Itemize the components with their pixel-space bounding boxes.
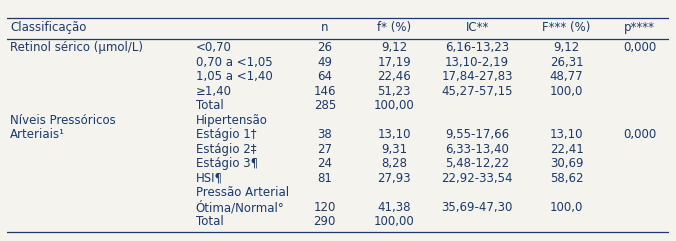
Text: Níveis Pressóricos: Níveis Pressóricos bbox=[10, 114, 116, 127]
Text: 9,31: 9,31 bbox=[381, 143, 408, 156]
Text: 30,69: 30,69 bbox=[550, 157, 583, 170]
Text: 58,62: 58,62 bbox=[550, 172, 583, 185]
Text: F*** (%): F*** (%) bbox=[542, 21, 591, 34]
Text: 22,46: 22,46 bbox=[377, 70, 411, 83]
Text: 1,05 a <1,40: 1,05 a <1,40 bbox=[195, 70, 272, 83]
Text: 51,23: 51,23 bbox=[378, 85, 411, 98]
Text: 38: 38 bbox=[317, 128, 332, 141]
Text: 290: 290 bbox=[314, 215, 336, 228]
Text: HSI¶: HSI¶ bbox=[195, 172, 222, 185]
Text: Total: Total bbox=[195, 215, 223, 228]
Text: 81: 81 bbox=[317, 172, 332, 185]
Text: 27: 27 bbox=[317, 143, 332, 156]
Text: IC**: IC** bbox=[466, 21, 489, 34]
Text: 48,77: 48,77 bbox=[550, 70, 583, 83]
Text: 9,12: 9,12 bbox=[554, 41, 580, 54]
Text: 13,10: 13,10 bbox=[378, 128, 411, 141]
Text: 24: 24 bbox=[317, 157, 332, 170]
Text: 45,27-57,15: 45,27-57,15 bbox=[441, 85, 513, 98]
Text: 9,12: 9,12 bbox=[381, 41, 408, 54]
Text: 146: 146 bbox=[314, 85, 336, 98]
Text: Retinol sérico (μmol/L): Retinol sérico (μmol/L) bbox=[10, 41, 143, 54]
Text: 0,000: 0,000 bbox=[623, 128, 656, 141]
Text: Arteriais¹: Arteriais¹ bbox=[10, 128, 65, 141]
Text: 49: 49 bbox=[317, 55, 332, 68]
Text: 22,92-33,54: 22,92-33,54 bbox=[441, 172, 513, 185]
Text: 0,000: 0,000 bbox=[623, 41, 656, 54]
Text: 100,00: 100,00 bbox=[374, 215, 414, 228]
Text: 35,69-47,30: 35,69-47,30 bbox=[441, 201, 513, 214]
Text: 100,00: 100,00 bbox=[374, 99, 414, 112]
Text: 8,28: 8,28 bbox=[381, 157, 408, 170]
Text: 13,10-2,19: 13,10-2,19 bbox=[445, 55, 509, 68]
Text: 13,10: 13,10 bbox=[550, 128, 583, 141]
Text: 17,84-27,83: 17,84-27,83 bbox=[441, 70, 513, 83]
Text: 26: 26 bbox=[317, 41, 332, 54]
Text: 22,41: 22,41 bbox=[550, 143, 583, 156]
Text: 9,55-17,66: 9,55-17,66 bbox=[445, 128, 509, 141]
Text: 100,0: 100,0 bbox=[550, 85, 583, 98]
Text: p****: p**** bbox=[624, 21, 655, 34]
Text: Hipertensão: Hipertensão bbox=[195, 114, 268, 127]
Text: Estágio 3¶: Estágio 3¶ bbox=[195, 157, 258, 170]
Text: 5,48-12,22: 5,48-12,22 bbox=[445, 157, 509, 170]
Text: 100,0: 100,0 bbox=[550, 201, 583, 214]
Text: n: n bbox=[321, 21, 329, 34]
Text: 6,16-13,23: 6,16-13,23 bbox=[445, 41, 509, 54]
Text: Classificação: Classificação bbox=[10, 21, 87, 34]
Text: ≥1,40: ≥1,40 bbox=[195, 85, 232, 98]
Text: 27,93: 27,93 bbox=[377, 172, 411, 185]
Text: 41,38: 41,38 bbox=[378, 201, 411, 214]
Text: f* (%): f* (%) bbox=[377, 21, 412, 34]
Text: 120: 120 bbox=[314, 201, 336, 214]
Text: 26,31: 26,31 bbox=[550, 55, 583, 68]
Text: 17,19: 17,19 bbox=[377, 55, 411, 68]
Text: Estágio 1†: Estágio 1† bbox=[195, 128, 256, 141]
Text: 0,70 a <1,05: 0,70 a <1,05 bbox=[195, 55, 272, 68]
Text: 6,33-13,40: 6,33-13,40 bbox=[445, 143, 509, 156]
Text: Estágio 2‡: Estágio 2‡ bbox=[195, 143, 256, 156]
Text: <0,70: <0,70 bbox=[195, 41, 231, 54]
Text: 64: 64 bbox=[317, 70, 332, 83]
Text: Total: Total bbox=[195, 99, 223, 112]
Text: 285: 285 bbox=[314, 99, 336, 112]
Text: Ótima/Normal°: Ótima/Normal° bbox=[195, 201, 285, 214]
Text: Pressão Arterial: Pressão Arterial bbox=[195, 186, 289, 199]
